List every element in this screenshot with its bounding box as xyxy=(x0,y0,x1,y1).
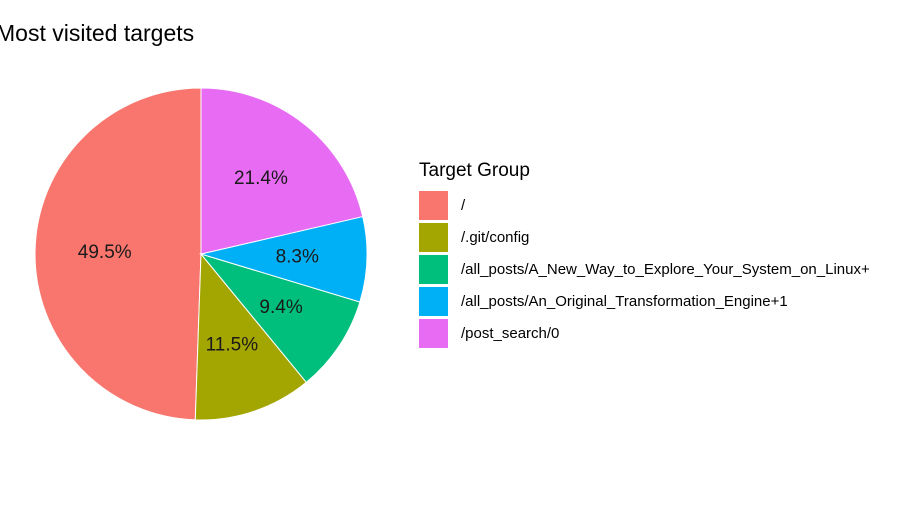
pie-slice-3 xyxy=(199,215,368,303)
legend-item-2: /all_posts/A_New_Way_to_Explore_Your_Sys… xyxy=(419,254,870,286)
slice-label-2: 9.4% xyxy=(259,297,302,318)
pie-slice-1 xyxy=(194,252,308,421)
legend-item-3: /all_posts/An_Original_Transformation_En… xyxy=(419,285,870,317)
legend-label-4: /post_search/0 xyxy=(461,324,560,342)
slice-label-1: 11.5% xyxy=(206,335,259,356)
pie-slice-0 xyxy=(34,87,202,421)
pie-slice-labels: 49.5% 11.5%9.4% 8.3% 21.4% xyxy=(78,168,319,356)
pie-slice-4 xyxy=(200,87,364,255)
legend-item-1: /.git/config xyxy=(419,222,870,254)
legend-label-3: /all_posts/An_Original_Transformation_En… xyxy=(461,292,788,310)
legend-label-0: / xyxy=(461,197,466,215)
pie-slice-2 xyxy=(199,253,361,384)
pie-slices xyxy=(34,87,368,421)
slice-label-0: 49.5% xyxy=(78,242,132,263)
legend-key-1 xyxy=(419,223,448,253)
legend-key-4 xyxy=(419,318,448,348)
chart-title: Most visited targets xyxy=(0,20,195,46)
slice-label-4: 21.4% xyxy=(234,168,288,189)
legend-items: / /.git/config/all_posts/A_New_Way_to_Exp… xyxy=(419,190,870,349)
legend-title: Target Group xyxy=(419,160,530,181)
legend-label-1: /.git/config xyxy=(461,229,530,247)
legend: Target Group / /.git/config/all_posts/A_N… xyxy=(419,160,870,349)
legend-key-0 xyxy=(419,191,448,221)
legend-label-2: /all_posts/A_New_Way_to_Explore_Your_Sys… xyxy=(461,260,870,278)
legend-item-4: /post_search/0 xyxy=(419,317,870,349)
legend-item-0: / xyxy=(419,190,870,222)
legend-key-2 xyxy=(419,254,448,284)
slice-label-3: 8.3% xyxy=(276,247,319,268)
legend-key-3 xyxy=(419,286,448,316)
